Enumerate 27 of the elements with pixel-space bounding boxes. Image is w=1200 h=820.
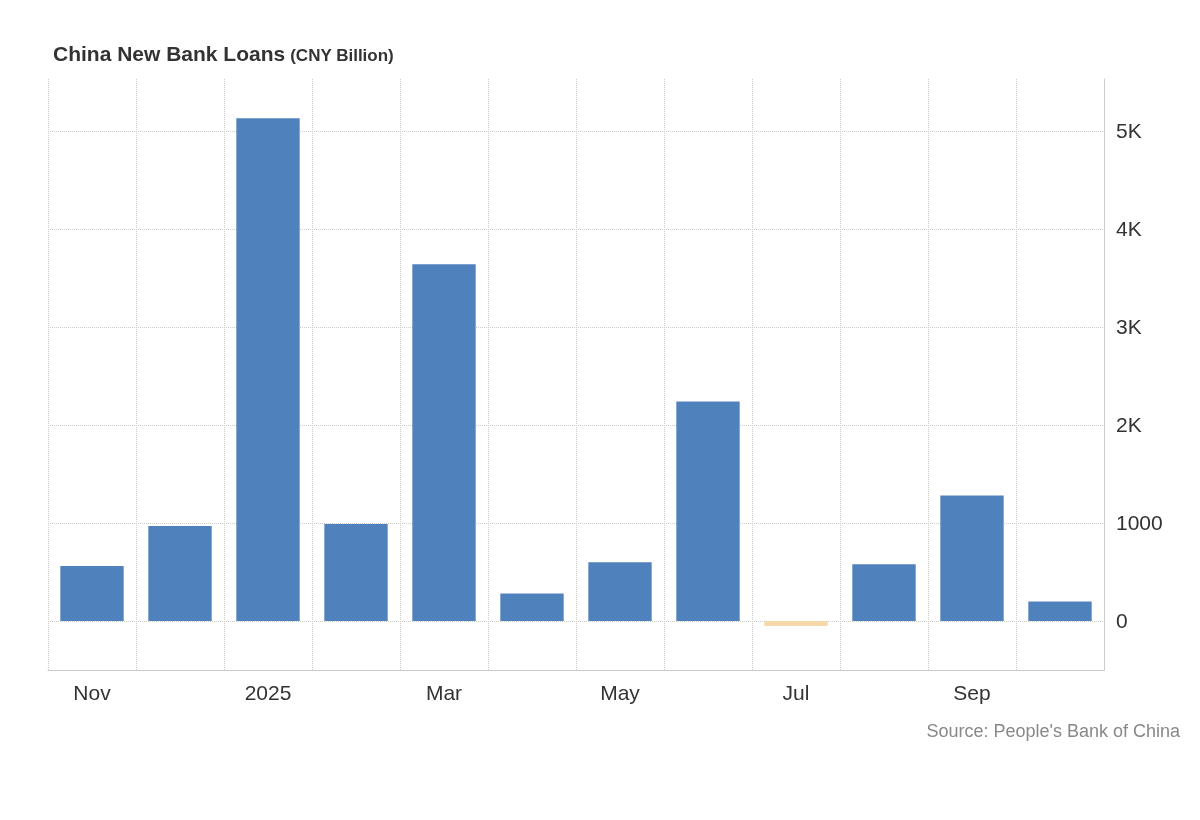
y-tick-label: 0 [1116, 609, 1128, 633]
x-tick-label: 2025 [244, 681, 292, 704]
y-tick-label: 2K [1116, 413, 1142, 437]
bar [764, 621, 828, 626]
x-tick-label: Mar [425, 681, 463, 704]
bar [676, 401, 740, 621]
y-tick-label: 3K [1116, 315, 1142, 339]
y-tick-label: 1000 [1116, 511, 1163, 535]
bar [60, 566, 124, 621]
chart-title: China New Bank Loans [53, 42, 286, 65]
bar [588, 562, 652, 621]
x-tick-label: Nov [73, 681, 112, 704]
y-tick-label: 5K [1116, 119, 1142, 143]
y-tick-label: 4K [1116, 217, 1142, 241]
chart-subtitle: (CNY Billion) [290, 46, 394, 65]
x-tick-label: Jul [782, 681, 810, 704]
bar [324, 523, 388, 621]
x-tick-label: Sep [953, 681, 991, 704]
bar [852, 564, 916, 621]
bar [236, 118, 300, 621]
source-note: Source: People's Bank of China [926, 721, 1181, 741]
bar [500, 593, 564, 621]
bar [1028, 601, 1092, 621]
bar [412, 264, 476, 621]
x-tick-label: May [600, 681, 641, 704]
bar [940, 495, 1004, 621]
bar [148, 525, 212, 621]
